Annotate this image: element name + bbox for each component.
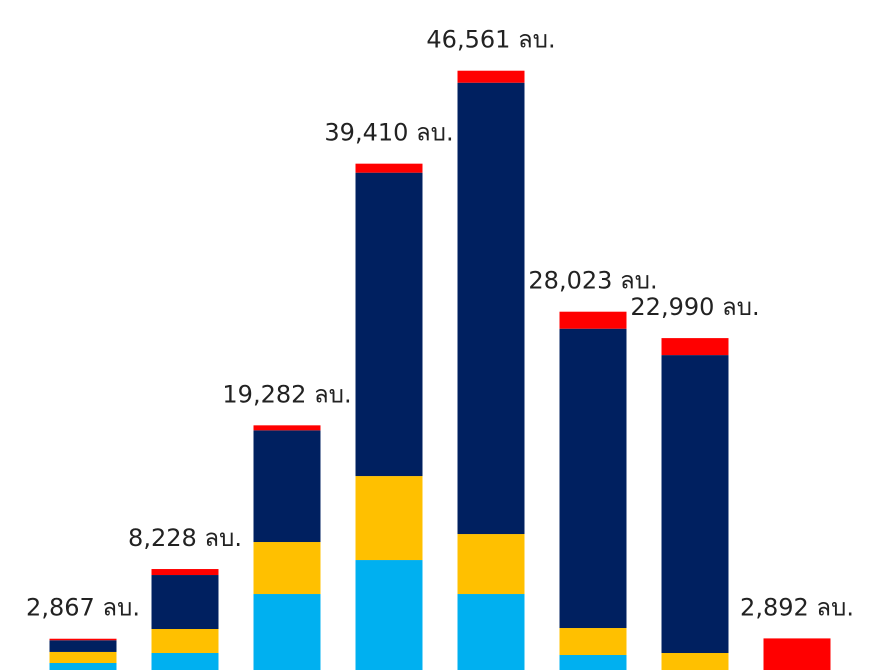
bar-segment	[457, 534, 525, 595]
bar-segment	[355, 163, 423, 173]
bar-segment	[49, 663, 117, 670]
bar-segment	[559, 655, 627, 670]
bar-segment	[355, 560, 423, 670]
bar-segment	[661, 355, 729, 654]
bar-segment	[355, 172, 423, 477]
total-label: 2,892 ลบ.	[740, 593, 854, 621]
total-label: 19,282 ลบ.	[222, 380, 351, 408]
bar-segment	[457, 70, 525, 83]
bar-segment	[49, 640, 117, 652]
bar-segment	[355, 476, 423, 561]
bar-segment	[661, 338, 729, 356]
bar-segment	[253, 542, 321, 595]
bar-segment	[763, 638, 831, 670]
bar-segment	[559, 311, 627, 329]
bar-segment	[151, 569, 219, 576]
total-label: 8,228 ลบ.	[128, 524, 242, 552]
bar-segment	[151, 629, 219, 653]
total-label: 2,867 ลบ.	[26, 594, 140, 622]
bar-segment	[457, 594, 525, 670]
bar-segment	[49, 651, 117, 663]
bar-segment	[49, 638, 117, 641]
bar-segment	[559, 328, 627, 629]
bar-segment	[457, 82, 525, 535]
bar-segment	[151, 652, 219, 670]
bar-segment	[253, 430, 321, 543]
bar-segment	[559, 628, 627, 656]
total-label: 22,990 ลบ.	[630, 293, 759, 321]
bar-segment	[253, 425, 321, 431]
bar-segment	[661, 653, 729, 670]
total-label: 28,023 ลบ.	[528, 267, 657, 295]
bar-segment	[151, 575, 219, 630]
total-label: 39,410 ลบ.	[324, 119, 453, 147]
total-label: 46,561 ลบ.	[426, 26, 555, 54]
bar-segment	[253, 594, 321, 670]
